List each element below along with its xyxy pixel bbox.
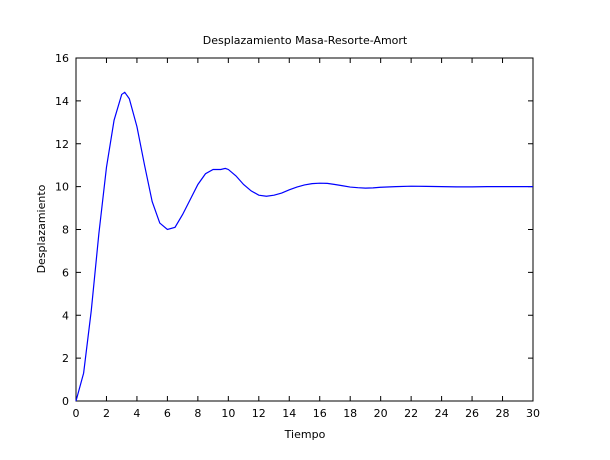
x-tick-label-22: 22: [404, 407, 418, 420]
y-tick-label-0: 0: [62, 395, 69, 408]
x-tick-label-24: 24: [435, 407, 449, 420]
x-axis-tick-labels: 0 2 4 6 8 10 12 14 16 18 20 22 24 26 28 30: [73, 407, 541, 420]
series-line: [75, 91, 533, 402]
x-tick-label-30: 30: [526, 407, 540, 420]
x-tick-label-14: 14: [282, 407, 296, 420]
y-tick-label-16: 16: [55, 52, 69, 65]
y-axis-ticks: [76, 57, 533, 402]
y-tick-label-14: 14: [55, 95, 69, 108]
y-tick-label-2: 2: [62, 352, 69, 365]
y-tick-label-6: 6: [62, 266, 69, 279]
x-tick-label-18: 18: [343, 407, 357, 420]
x-tick-label-20: 20: [374, 407, 388, 420]
x-axis-label: Tiempo: [284, 428, 326, 441]
x-tick-label-10: 10: [221, 407, 235, 420]
x-tick-label-16: 16: [313, 407, 327, 420]
y-tick-label-10: 10: [55, 181, 69, 194]
x-tick-label-12: 12: [252, 407, 266, 420]
x-tick-label-0: 0: [73, 407, 80, 420]
x-tick-label-26: 26: [465, 407, 479, 420]
y-tick-label-4: 4: [62, 309, 69, 322]
y-tick-label-12: 12: [55, 138, 69, 151]
y-tick-label-8: 8: [62, 224, 69, 237]
y-axis-tick-labels: 0 2 4 6 8 10 12 14 16: [55, 52, 69, 408]
plot-frame: [75, 57, 534, 402]
x-tick-label-2: 2: [103, 407, 110, 420]
chart-title: Desplazamiento Masa-Resorte-Amort: [203, 34, 408, 47]
x-tick-label-8: 8: [194, 407, 201, 420]
x-tick-label-28: 28: [496, 407, 510, 420]
y-axis-label: Desplazamiento: [35, 184, 48, 273]
x-tick-label-4: 4: [133, 407, 140, 420]
x-axis-ticks: [75, 58, 534, 401]
x-tick-label-6: 6: [164, 407, 171, 420]
